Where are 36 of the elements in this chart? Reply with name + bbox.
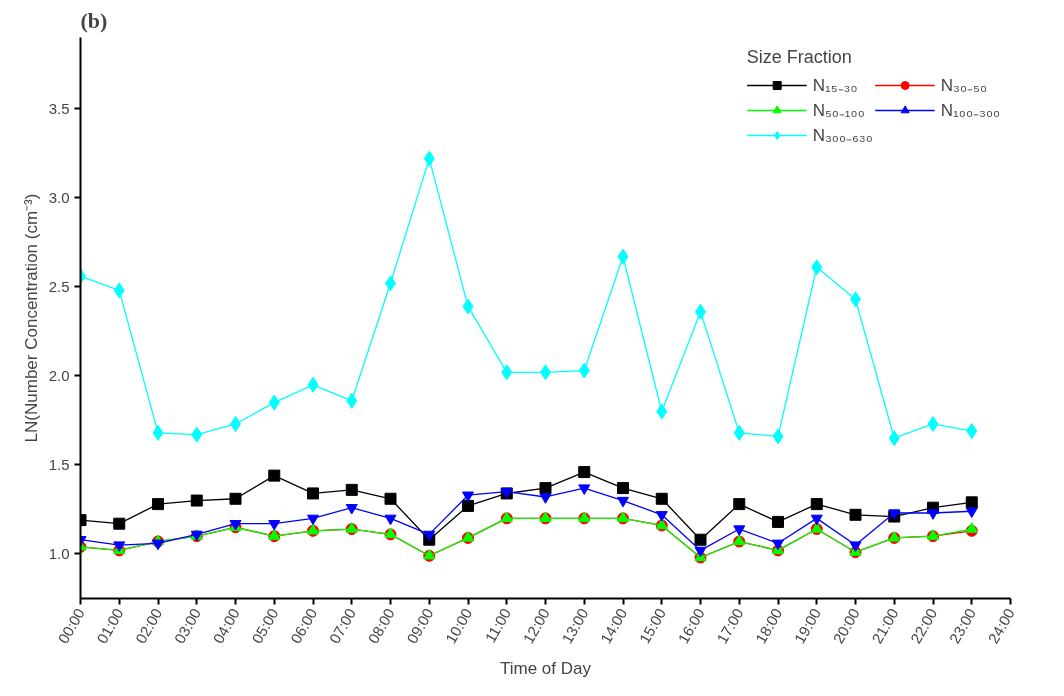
legend-label: N₁₀₀₋₃₀₀ <box>940 100 1000 121</box>
x-tick-label: 00:00 <box>54 605 88 647</box>
chart-title: (b) <box>80 7 108 33</box>
x-tick-label: 18:00 <box>751 605 786 647</box>
x-tick-label: 11:00 <box>481 605 515 646</box>
x-tick-label: 07:00 <box>325 605 360 647</box>
legend-label: N₃₀₋₅₀ <box>940 75 987 96</box>
legend-label: N₅₀₋₁₀₀ <box>812 100 865 121</box>
legend-label: N₁₅₋₃₀ <box>812 75 858 96</box>
y-tick-label: 3.0 <box>48 188 70 206</box>
legend-title: Size Fraction <box>746 47 853 68</box>
x-tick-label: 17:00 <box>713 605 747 647</box>
x-tick-label: 08:00 <box>364 605 398 647</box>
y-tick-label: 3.5 <box>48 99 70 117</box>
x-tick-label: 16:00 <box>674 605 708 647</box>
x-tick-label: 04:00 <box>209 605 243 647</box>
x-tick-label: 12:00 <box>519 605 553 647</box>
y-tick-label: 2.0 <box>48 366 70 384</box>
x-tick-label: 24:00 <box>984 605 1018 647</box>
y-axis-title: LN(Number Concentration (cm⁻³) <box>21 193 41 443</box>
x-tick-label: 22:00 <box>906 605 941 647</box>
x-tick-label: 10:00 <box>441 605 476 647</box>
x-tick-label: 13:00 <box>558 605 592 647</box>
legend-label: N₃₀₀₋₆₃₀ <box>812 125 873 146</box>
x-tick-label: 23:00 <box>945 605 980 647</box>
x-tick-label: 20:00 <box>829 605 863 647</box>
x-tick-label: 03:00 <box>170 605 205 647</box>
y-tick-label: 2.5 <box>48 277 70 295</box>
x-tick-label: 19:00 <box>790 605 825 647</box>
x-tick-label: 02:00 <box>131 605 166 647</box>
x-tick-label: 14:00 <box>596 605 631 647</box>
x-tick-label: 06:00 <box>286 605 321 647</box>
y-tick-label: 1.5 <box>48 455 70 473</box>
y-tick-label: 1.0 <box>48 544 70 562</box>
x-axis-title: Time of Day <box>500 658 592 678</box>
x-tick-label: 15:00 <box>635 605 670 647</box>
